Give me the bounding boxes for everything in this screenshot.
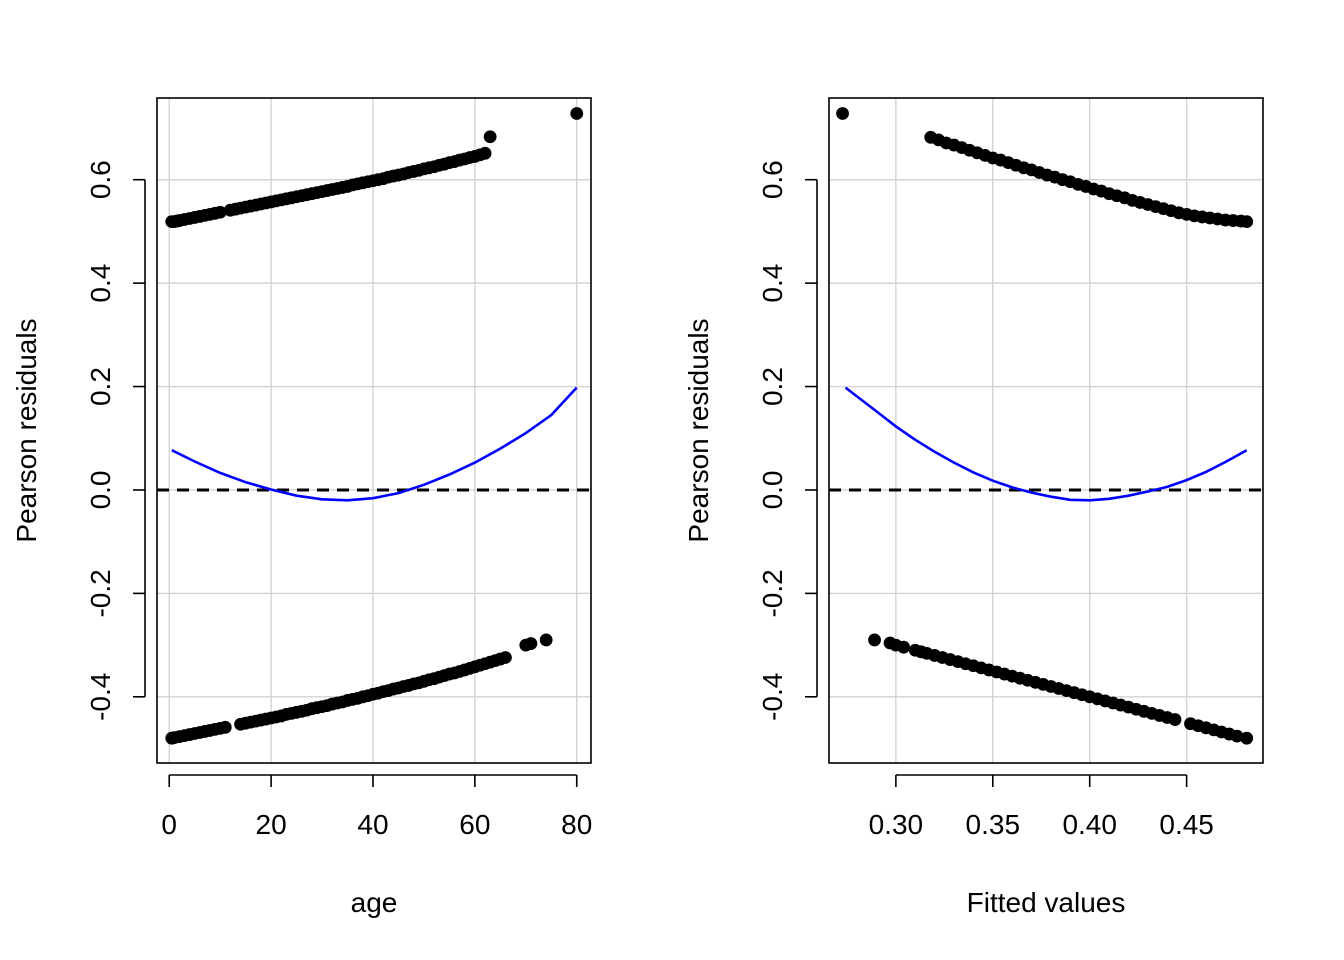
x-tick-label: 60 <box>459 809 490 840</box>
data-point <box>499 651 512 664</box>
y-tick-label: 0.2 <box>85 367 116 406</box>
x-tick-label: 0 <box>161 809 177 840</box>
x-tick-label: 0.40 <box>1062 809 1117 840</box>
data-point <box>836 107 849 120</box>
data-point <box>897 640 911 654</box>
plot-frame <box>156 97 592 764</box>
x-tick-label: 40 <box>357 809 388 840</box>
data-point <box>868 633 881 647</box>
data-point <box>483 130 497 144</box>
y-tick-label: 0.2 <box>757 367 788 406</box>
y-tick-label: -0.4 <box>85 673 116 721</box>
data-point <box>1240 215 1254 228</box>
data-point <box>1168 713 1182 726</box>
panel-residuals-vs-fitted: 0.30 0.35 0.40 0.45 Fitted values -0.4 -0.2 0.0… <box>683 97 1264 918</box>
point-series-upper <box>836 107 1254 228</box>
y-tick-label: -0.4 <box>757 673 788 721</box>
data-point <box>218 720 232 734</box>
x-axis-title: Fitted values <box>967 887 1126 918</box>
y-tick-label: 0.0 <box>85 470 116 509</box>
data-point <box>1230 729 1244 743</box>
y-tick-label: 0.0 <box>757 470 788 509</box>
data-point <box>213 205 227 219</box>
y-tick-label: -0.2 <box>757 569 788 617</box>
y-tick-label: 0.6 <box>757 160 788 199</box>
x-axis-title: age <box>351 887 398 918</box>
y-tick-label: 0.4 <box>757 264 788 303</box>
point-series-lower <box>868 633 1254 745</box>
plot-frame <box>828 97 1264 764</box>
x-axis: 0.30 0.35 0.40 0.45 Fitted values <box>869 774 1214 918</box>
y-axis-title: Pearson residuals <box>11 318 42 542</box>
point-series-lower <box>165 633 553 745</box>
y-tick-label: 0.6 <box>85 160 116 199</box>
data-point <box>539 633 553 647</box>
x-axis: 0 20 40 60 80 age <box>161 774 592 918</box>
smooth-curve <box>844 386 1248 502</box>
x-tick-label: 80 <box>561 809 592 840</box>
data-point <box>570 107 584 120</box>
x-tick-label: 0.35 <box>966 809 1021 840</box>
data-point <box>1240 731 1254 745</box>
point-series-upper <box>165 107 584 228</box>
x-tick-label: 0.45 <box>1159 809 1214 840</box>
smooth-curve <box>171 386 578 502</box>
data-point <box>478 146 492 160</box>
x-tick-label: 20 <box>256 809 287 840</box>
data-point <box>524 637 538 650</box>
panel-residuals-vs-age: 0 20 40 60 80 age -0.4 -0.2 0.0 0.2 0.4 0.6 Pearson … <box>11 97 592 918</box>
y-axis: -0.4 -0.2 0.0 0.2 0.4 0.6 Pearson residuals <box>683 160 818 721</box>
x-tick-label: 0.30 <box>869 809 924 840</box>
y-tick-label: 0.4 <box>85 264 116 303</box>
y-axis: -0.4 -0.2 0.0 0.2 0.4 0.6 Pearson residuals <box>11 160 146 721</box>
y-tick-label: -0.2 <box>85 569 116 617</box>
y-axis-title: Pearson residuals <box>683 318 714 542</box>
